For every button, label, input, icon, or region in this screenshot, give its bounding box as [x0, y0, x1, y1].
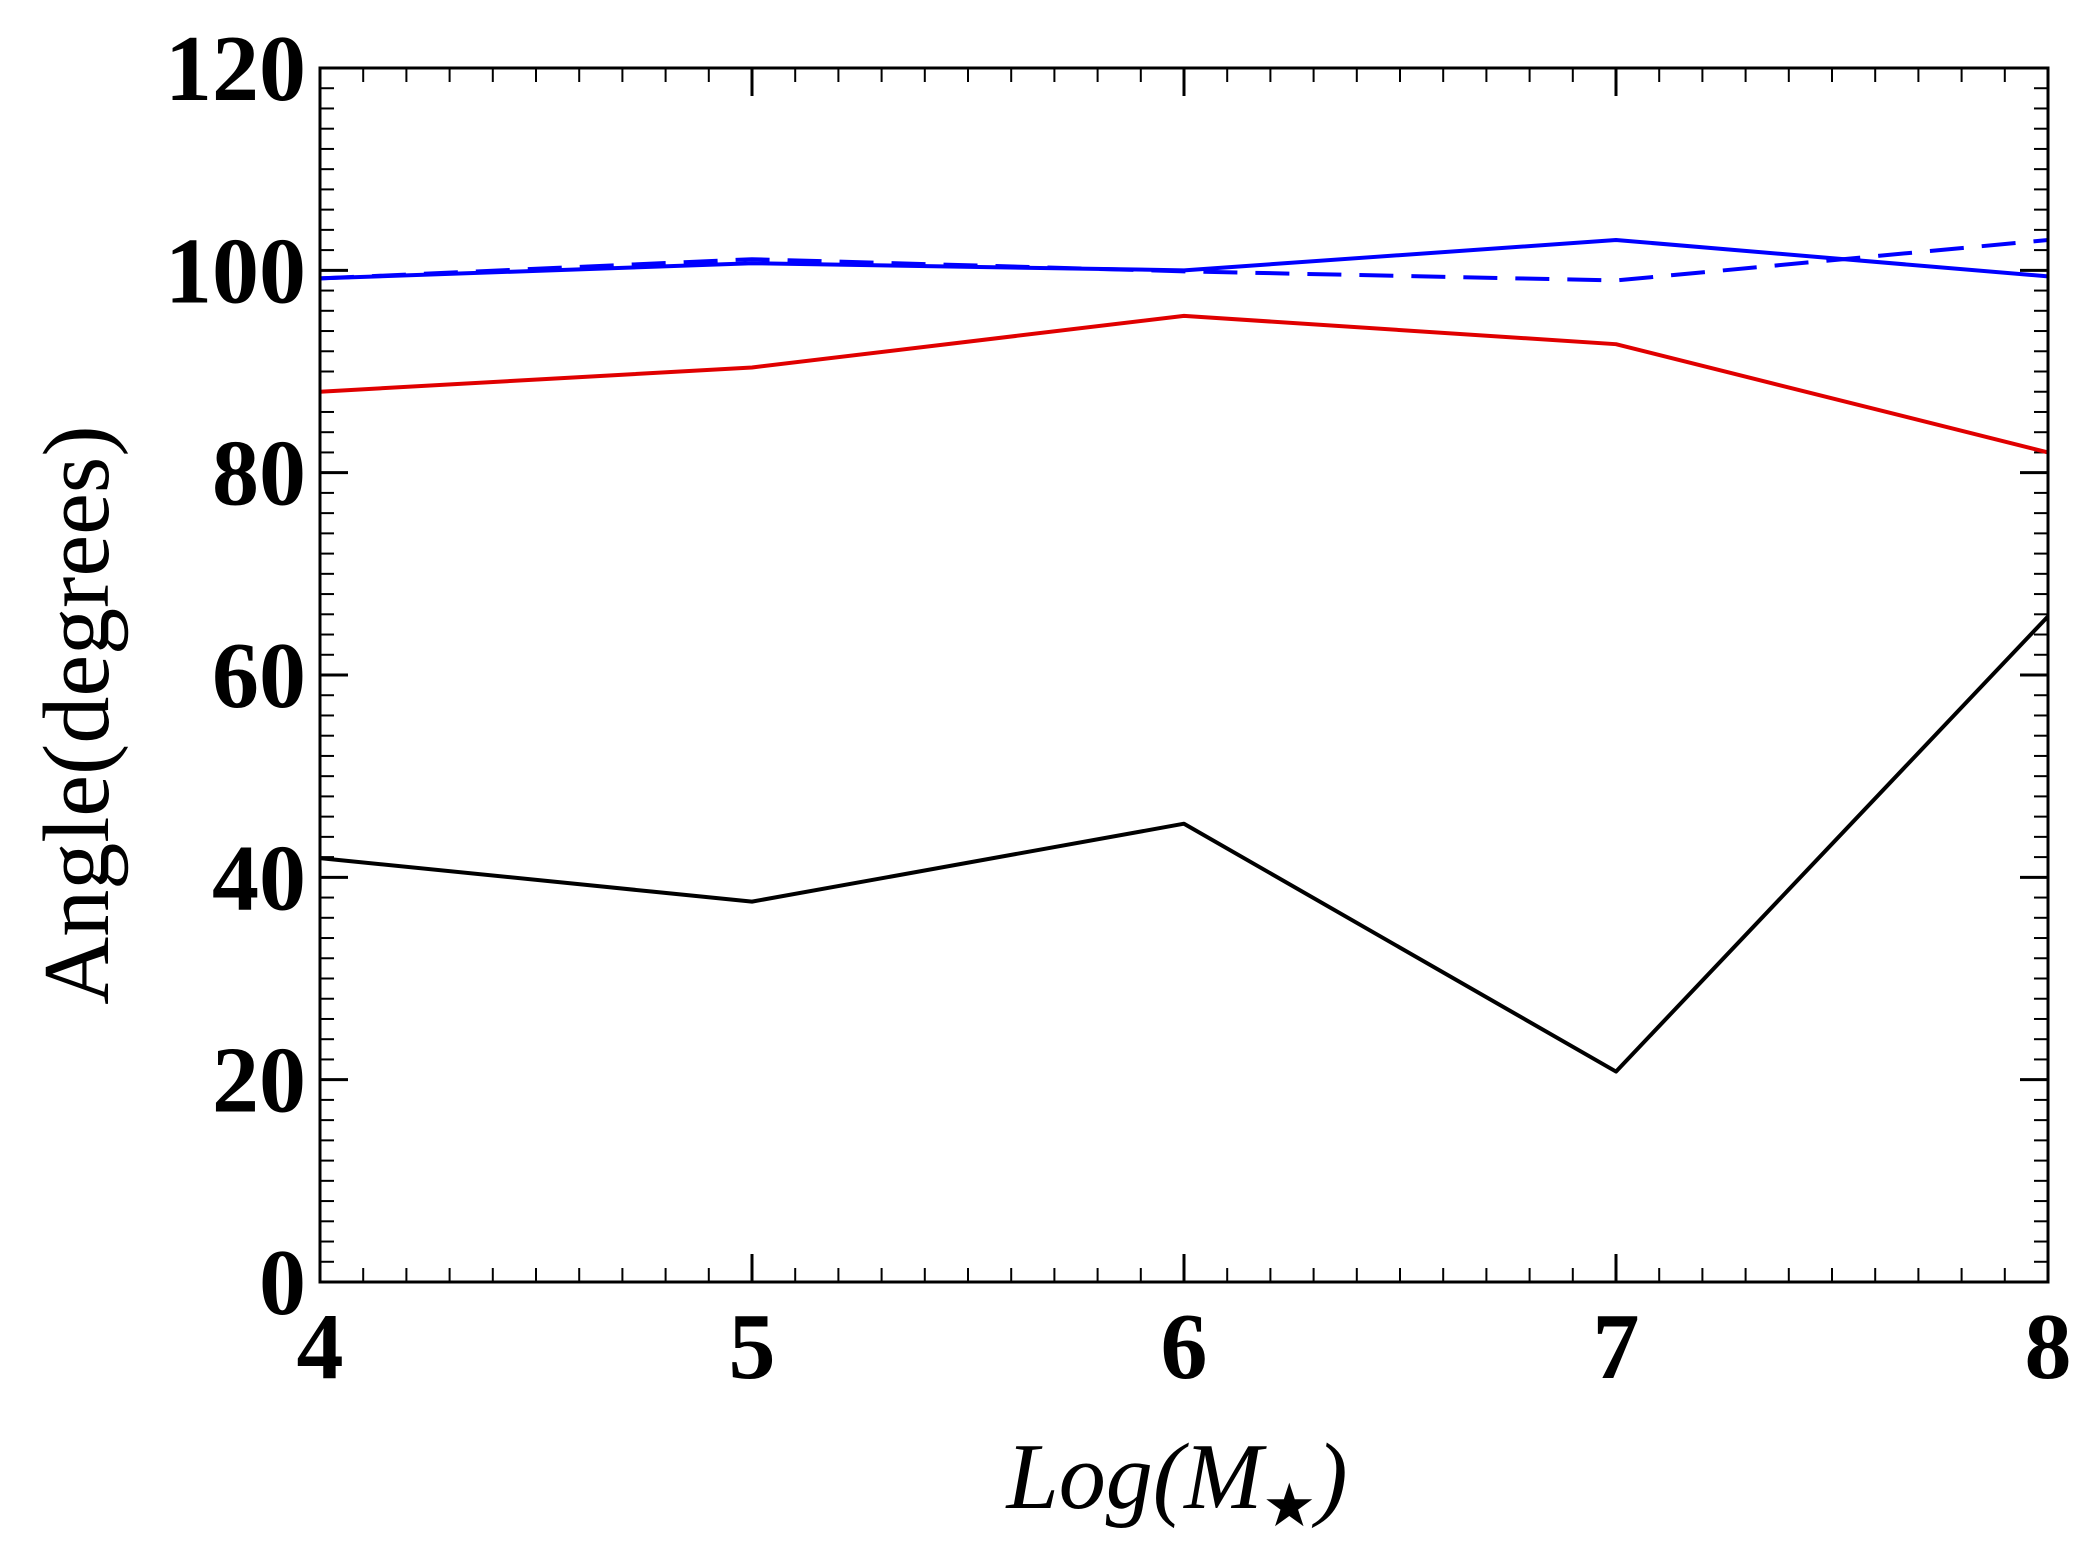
x-axis-title-variable: M [1182, 1425, 1267, 1529]
x-tick-label: 8 [2025, 1295, 2072, 1399]
y-tick-label: 40 [212, 826, 306, 930]
y-tick-label: 0 [259, 1231, 306, 1335]
y-tick-labels: 0 20 40 60 80 100 120 [165, 17, 306, 1335]
series-layer [319, 237, 2050, 1074]
x-axis-title-subscript: ★ [1262, 1473, 1316, 1539]
y-tick-label: 20 [212, 1029, 306, 1133]
x-tick-label: 7 [1593, 1295, 1640, 1399]
x-tick-label: 5 [729, 1295, 776, 1399]
x-axis-title-suffix: ) [1311, 1425, 1347, 1529]
x-axis-title-prefix: Log( [1004, 1425, 1189, 1529]
y-tick-label: 60 [212, 624, 306, 728]
y-tick-label: 100 [165, 219, 306, 323]
major-ticks [318, 66, 2050, 1284]
series-line-red [319, 313, 2049, 455]
y-tick-label: 120 [165, 17, 306, 121]
series-line-black [319, 614, 2050, 1074]
series-line-blue-dashed [319, 237, 2049, 283]
minor-ticks [320, 68, 2048, 1282]
x-tick-labels: 4 5 6 7 8 [297, 1295, 2072, 1399]
x-axis-title: Log(M★) [1004, 1425, 1347, 1539]
y-axis-title: Angle(degrees) [25, 425, 129, 1004]
plot-frame [318, 66, 2050, 1284]
y-tick-label: 80 [212, 422, 306, 526]
x-tick-label: 6 [1161, 1295, 1208, 1399]
x-tick-label: 4 [297, 1295, 344, 1399]
